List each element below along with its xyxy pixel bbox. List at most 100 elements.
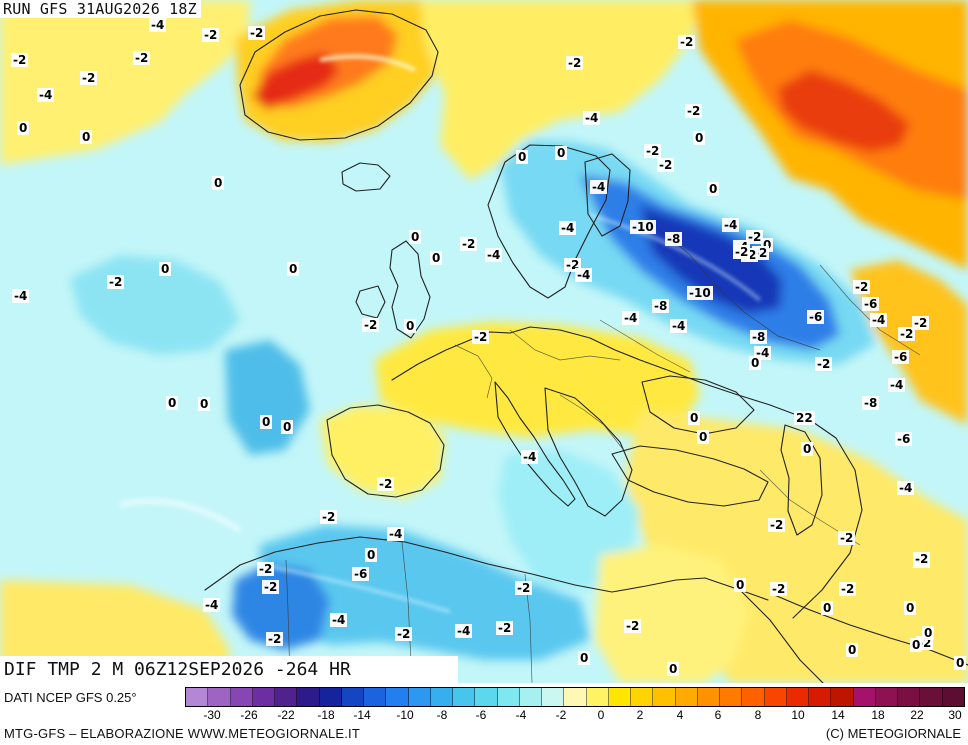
border-balkans — [559, 394, 623, 449]
anomaly-value-label: -2 — [320, 510, 338, 524]
anomaly-value-label: 0 — [578, 651, 591, 665]
map-canvas — [0, 0, 968, 683]
anomaly-value-label: -2 — [912, 316, 930, 330]
legend-footer: DATI NCEP GFS 0.25° -30 -26 -22 -18 -14 -10 -8… — [0, 683, 968, 745]
anomaly-value-label: 0 — [707, 182, 720, 196]
legend-swatch — [586, 688, 609, 706]
anomaly-value-label: -10 — [687, 286, 713, 300]
legend-swatch — [675, 688, 698, 706]
anomaly-value-label: 0 — [667, 662, 680, 676]
anomaly-value-label: -4 — [485, 248, 503, 262]
border-north-africa-2 — [401, 541, 413, 683]
anomaly-value-label: 0 — [922, 626, 935, 640]
legend-swatch — [786, 688, 809, 706]
anomaly-value-label: -2 — [202, 28, 220, 42]
north-atlantic-yellow-area — [0, 0, 250, 165]
red-sea-coastline — [739, 589, 824, 683]
black-sea-coastline — [641, 375, 755, 435]
anomaly-value-label: -2 — [133, 51, 151, 65]
anomaly-value-label: -2 — [11, 53, 29, 67]
anomaly-value-label: -4 — [670, 319, 688, 333]
anomaly-value-label: 0 — [166, 396, 179, 410]
anomaly-value-label: -4 — [590, 180, 608, 194]
north-africa-coastline — [204, 536, 769, 601]
anomaly-value-label: -4 — [330, 613, 348, 627]
anomaly-value-label: 0 — [697, 430, 710, 444]
legend-swatch — [430, 688, 453, 706]
anomaly-value-label: 0 — [281, 420, 294, 434]
legend-swatch — [275, 688, 298, 706]
anomaly-value-label: -2 — [472, 330, 490, 344]
anomaly-value-label: -2 — [839, 582, 857, 596]
footer-credit: MTG-GFS – ELABORAZIONE WWW.METEOGIORNALE… — [4, 726, 361, 741]
anomaly-value-label: -2 — [515, 581, 533, 595]
greenland-red-core — [252, 52, 340, 110]
anomaly-value-label: -4 — [387, 527, 405, 541]
anomaly-value-label: -2 — [496, 621, 514, 635]
anomaly-value-label: -2 — [624, 619, 642, 633]
arabia-coastline — [771, 593, 968, 666]
legend-swatch — [497, 688, 520, 706]
legend-swatch — [475, 688, 498, 706]
footer-copyright: (C) METEOGIORNALE — [825, 726, 961, 741]
anomaly-value-label: -2 — [566, 56, 584, 70]
anomaly-value-label: 0 — [260, 415, 273, 429]
greenland-coastline — [239, 9, 439, 141]
anomaly-value-label: 0 — [749, 356, 762, 370]
anomaly-value-label: -10 — [630, 220, 656, 234]
legend-tick-label: 18 — [871, 708, 885, 722]
border-russia-west — [659, 229, 821, 351]
anomaly-value-label: 0 — [821, 601, 834, 615]
anomaly-value-label: -2 — [768, 518, 786, 532]
legend-swatch — [742, 688, 765, 706]
anomaly-value-label: 0 — [159, 262, 172, 276]
border-france-germany — [454, 344, 493, 399]
anomaly-value-label: -4 — [888, 378, 906, 392]
anomaly-value-label: 0 — [212, 176, 225, 190]
anomaly-value-label: -2 — [266, 632, 284, 646]
legend-swatch — [252, 688, 275, 706]
legend-swatch — [875, 688, 898, 706]
anomaly-value-label: -4 — [622, 311, 640, 325]
anomaly-value-label: -4 — [583, 111, 601, 125]
legend-tick-label: -8 — [436, 708, 448, 722]
anomaly-value-label: -4 — [722, 218, 740, 232]
legend-swatch — [319, 688, 342, 706]
field-title: DIF TMP 2 M 06Z12SEP2026 -264 HR — [0, 656, 458, 683]
legend-tick-label: -10 — [396, 708, 414, 722]
data-source: DATI NCEP GFS 0.25° — [4, 690, 137, 705]
legend-swatch — [519, 688, 542, 706]
anomaly-value-label: -4 — [575, 268, 593, 282]
legend-swatch — [542, 688, 565, 706]
anomaly-value-label: -6 — [807, 310, 825, 324]
anomaly-value-label: -2 — [377, 477, 395, 491]
legend-tick-label: 0 — [597, 708, 605, 722]
legend-tick-labels: -30 -26 -22 -18 -14 -10 -8 -6 -4 -2 0 2 4 6 8 10 14 18 22 3… — [185, 708, 965, 724]
legend-swatch — [697, 688, 720, 706]
anomaly-value-label: 0 — [80, 130, 93, 144]
anomaly-value-label: 0 — [287, 262, 300, 276]
anomaly-value-label: -8 — [862, 396, 880, 410]
italy-coastline — [494, 381, 576, 507]
anomaly-value-label: -2 — [770, 582, 788, 596]
anomaly-value-label: -2 — [257, 562, 275, 576]
legend-swatch — [186, 688, 209, 706]
legend-tick-label: 30 — [948, 708, 962, 722]
anomaly-value-label: 0 — [516, 150, 529, 164]
finland-coastline — [584, 153, 631, 237]
anomaly-value-label: -2 — [733, 245, 751, 259]
anomaly-value-label: 0 — [846, 643, 859, 657]
anomaly-value-label: -6 — [892, 350, 910, 364]
anomaly-value-label: -4 — [203, 598, 221, 612]
anomaly-value-label: -2 — [898, 327, 916, 341]
iberia-yellow-area — [320, 405, 445, 498]
anomaly-value-label: 0 — [409, 230, 422, 244]
anomaly-value-label: -2 — [913, 552, 931, 566]
anomaly-value-label: -2 — [657, 158, 675, 172]
anomaly-value-label: -4 — [870, 313, 888, 327]
anomaly-value-label: -4 — [149, 18, 167, 32]
north-africa-cold-core — [232, 563, 330, 650]
anomaly-value-label: -8 — [652, 299, 670, 313]
anomaly-value-label: -2 — [853, 280, 871, 294]
